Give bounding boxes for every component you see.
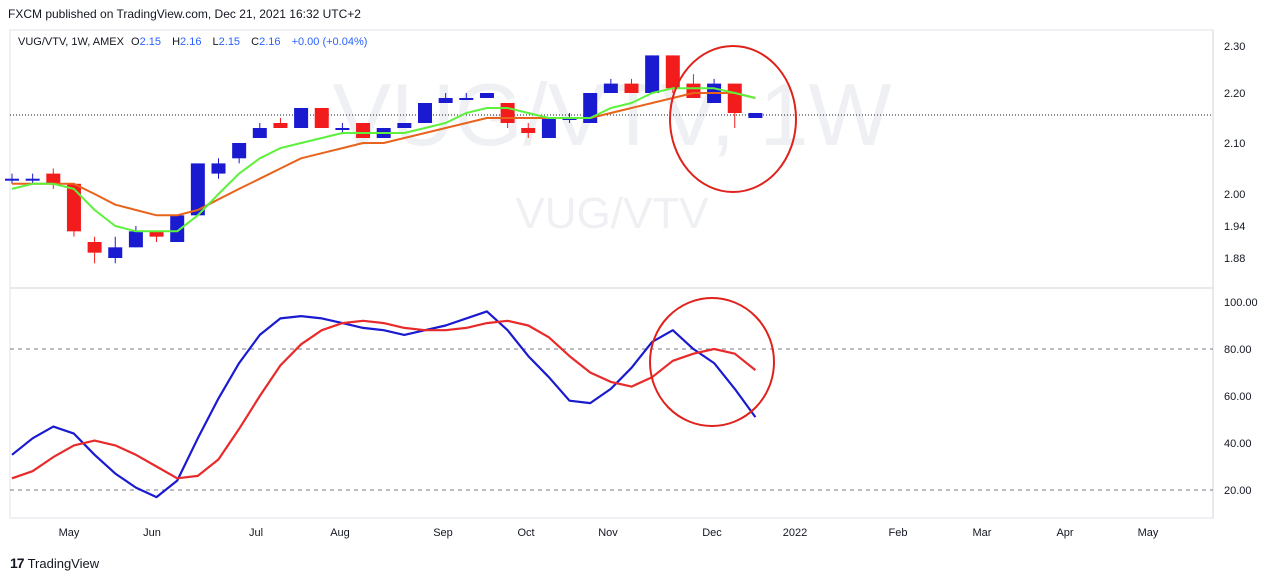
x-axis-label: Oct	[517, 527, 534, 539]
price-tick-label: 2.20	[1224, 88, 1245, 100]
ema-fast-line	[11, 87, 756, 233]
stochastic-pane[interactable]	[10, 310, 1213, 499]
ohlc-close: C2.16	[251, 36, 281, 48]
candle-body	[459, 98, 474, 100]
watermark-pair: VUG/VTV	[515, 189, 709, 238]
ohlc-high: H2.16	[172, 36, 202, 48]
x-axis-label: May	[1138, 527, 1159, 539]
price-tick-label: 2.00	[1224, 189, 1245, 201]
candle-body	[686, 83, 701, 98]
x-axis-label: May	[59, 527, 80, 539]
candle-body	[645, 55, 660, 93]
symbol-label: VUG/VTV, 1W, AMEX	[18, 36, 124, 48]
ema-slow-line	[12, 92, 756, 217]
x-axis-label: Sep	[433, 527, 453, 539]
candle-body	[25, 178, 40, 181]
candle-body	[190, 163, 205, 216]
stoch-tick-label: 20.00	[1224, 485, 1252, 497]
candle-body	[294, 108, 309, 128]
candle-body	[418, 103, 432, 123]
stoch-tick-label: 100.00	[1224, 297, 1258, 309]
tradingview-logo[interactable]: 17 TradingView	[10, 555, 99, 571]
candle-body	[521, 128, 536, 133]
price-tick-label: 1.88	[1224, 253, 1245, 265]
candle-body	[149, 231, 164, 237]
candle-body	[314, 108, 329, 128]
candle-body	[356, 123, 371, 138]
candle-body	[748, 113, 763, 118]
axes: 2.30 2.20 2.10 2.00 1.94 1.88 100.00 80.00 60.00…	[59, 41, 1258, 539]
price-tick-label: 2.30	[1224, 41, 1245, 53]
stoch-tick-label: 80.00	[1224, 344, 1252, 356]
stoch-tick-label: 60.00	[1224, 391, 1252, 403]
x-axis-label: Jul	[249, 527, 263, 539]
x-axis-label: Apr	[1056, 527, 1073, 539]
candle-body	[603, 83, 618, 93]
price-tick-label: 2.10	[1224, 138, 1245, 150]
candle-body	[232, 143, 247, 159]
watermark-symbol: VUG/VTV, 1W	[332, 65, 891, 164]
symbol-legend: VUG/VTV, 1W, AMEX O2.15 H2.16 L2.15 C2.1…	[18, 36, 371, 48]
candle-body	[252, 128, 267, 138]
candle-body	[335, 128, 350, 130]
ohlc-open: O2.15	[131, 36, 162, 48]
candle-body	[46, 173, 61, 184]
candle-body	[170, 215, 185, 242]
candle-body	[108, 247, 123, 258]
candle-body	[479, 93, 494, 98]
candle-body	[273, 123, 288, 128]
candle-body	[500, 103, 515, 123]
x-axis-label: Nov	[598, 527, 618, 539]
x-axis-label: Dec	[702, 527, 722, 539]
candle-body	[211, 163, 226, 174]
ohlc-low: L2.15	[212, 36, 241, 48]
candle-body	[624, 83, 639, 93]
x-axis-label: Aug	[330, 527, 350, 539]
price-tick-label: 1.94	[1224, 221, 1245, 233]
tradingview-logo-icon: 17	[10, 555, 25, 571]
price-pane[interactable]	[5, 55, 1213, 264]
price-annotation-circle	[669, 45, 797, 193]
candle-body	[727, 83, 742, 113]
x-axis-label: Jun	[143, 527, 161, 539]
stoch-tick-label: 40.00	[1224, 438, 1252, 450]
x-axis-label: Feb	[889, 527, 908, 539]
candle-body	[541, 118, 556, 138]
candle-body	[128, 231, 143, 248]
x-axis-label: Mar	[973, 527, 992, 539]
stoch-annotation-circle	[649, 297, 775, 427]
x-axis-label: 2022	[783, 527, 807, 539]
published-caption: FXCM published on TradingView.com, Dec 2…	[8, 7, 361, 21]
annotations	[649, 45, 797, 427]
price-change: +0.00 (+0.04%)	[291, 36, 368, 48]
candle-body	[87, 242, 102, 253]
candle-body	[665, 55, 680, 89]
stoch-k-line	[11, 310, 757, 499]
chart-frame	[9, 29, 1214, 519]
stoch-d-line	[11, 319, 757, 480]
candle-body	[66, 183, 81, 232]
candle-body	[397, 123, 412, 128]
tradingview-brand: TradingView	[27, 555, 100, 571]
candle-body	[438, 98, 453, 103]
candle-body	[5, 178, 19, 181]
